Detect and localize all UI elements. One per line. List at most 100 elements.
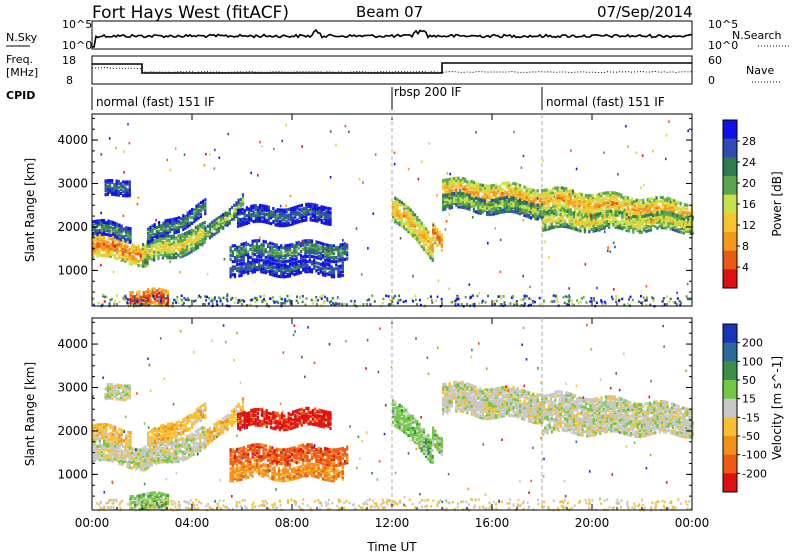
heatmap-cell (142, 260, 145, 264)
heatmap-cell (109, 449, 112, 453)
heatmap-cell (592, 215, 595, 219)
heatmap-cell (326, 253, 329, 257)
heatmap-cell (120, 228, 123, 232)
heatmap-cell (497, 186, 500, 191)
heatmap-cell (110, 230, 113, 234)
heatmap-cell (547, 189, 550, 193)
heatmap-cell (624, 195, 627, 199)
heatmap-cell (411, 234, 414, 238)
heatmap-cell (181, 242, 184, 246)
heatmap-cell (94, 235, 97, 239)
heatmap-cell (622, 198, 625, 202)
heatmap-cell (478, 291, 481, 295)
heatmap-cell (197, 228, 200, 232)
heatmap-cell (96, 252, 99, 256)
heatmap-cell (98, 456, 101, 460)
heatmap-cell (235, 201, 238, 205)
heatmap-cell (464, 187, 467, 191)
heatmap-cell (570, 299, 573, 302)
heatmap-cell (633, 212, 636, 216)
heatmap-cell (603, 151, 605, 154)
heatmap-cell (631, 199, 634, 203)
heatmap-cell (611, 195, 614, 199)
heatmap-cell (619, 224, 622, 228)
heatmap-cell (158, 291, 161, 295)
heatmap-cell (233, 275, 237, 279)
heatmap-cell (536, 209, 539, 213)
heatmap-cell (404, 299, 407, 303)
heatmap-cell (646, 200, 649, 204)
heatmap-cell (591, 197, 594, 202)
heatmap-cell (503, 181, 506, 185)
heatmap-cell (226, 221, 229, 225)
heatmap-cell (247, 271, 250, 275)
heatmap-cell (670, 198, 673, 202)
heatmap-cell (286, 265, 289, 269)
heatmap-cell (494, 193, 497, 197)
heatmap-cell (420, 233, 423, 237)
heatmap-cell (468, 207, 471, 211)
heatmap-cell (486, 194, 489, 198)
heatmap-cell (483, 186, 486, 190)
heatmap-cell (478, 302, 481, 305)
heatmap-cell (133, 259, 136, 263)
heatmap-cell (453, 184, 456, 188)
heatmap-cell (250, 204, 253, 208)
heatmap-cell (343, 244, 347, 248)
heatmap-cell (139, 258, 142, 262)
heatmap-cell (100, 426, 103, 430)
heatmap-cell (545, 190, 548, 194)
heatmap-cell (620, 203, 623, 207)
heatmap-cell (448, 204, 451, 208)
heatmap-cell (619, 210, 622, 215)
heatmap-cell (181, 238, 184, 243)
heatmap-cell (96, 233, 99, 237)
heatmap-cell (228, 221, 231, 225)
heatmap-cell (142, 295, 145, 299)
heatmap-cell (342, 304, 344, 307)
heatmap-cell (271, 265, 274, 269)
heatmap-cell (584, 263, 587, 266)
heatmap-cell (105, 448, 108, 452)
heatmap-cell (318, 214, 321, 218)
heatmap-cell (262, 249, 265, 253)
heatmap-cell (450, 204, 453, 208)
heatmap-cell (571, 189, 574, 193)
heatmap-cell (237, 222, 240, 226)
heatmap-cell (488, 192, 491, 196)
heatmap-cell (647, 225, 650, 229)
heatmap-cell (160, 234, 163, 238)
heatmap-cell (267, 205, 270, 209)
heatmap-cell (269, 270, 272, 274)
heatmap-cell (134, 299, 137, 302)
heatmap-cell (555, 221, 558, 225)
heatmap-cell (416, 235, 419, 239)
heatmap-cell (337, 251, 340, 255)
heatmap-cell (555, 298, 558, 301)
heatmap-cell (237, 218, 240, 222)
heatmap-cell (411, 232, 414, 236)
heatmap-cell (183, 232, 186, 236)
heatmap-cell (109, 458, 112, 462)
nave-tick-0: 0 (708, 74, 715, 87)
heatmap-cell (657, 205, 660, 209)
heatmap-cell (594, 215, 597, 219)
heatmap-cell (552, 188, 555, 193)
heatmap-cell (115, 189, 118, 193)
heatmap-cell (276, 215, 279, 220)
heatmap-cell (103, 246, 106, 250)
date-label: 07/Sep/2014 (597, 3, 693, 21)
heatmap-cell (589, 211, 592, 215)
heatmap-cell (272, 212, 275, 217)
heatmap-cell (260, 258, 263, 262)
heatmap-cell (605, 221, 608, 226)
heatmap-cell (392, 206, 395, 211)
heatmap-cell (256, 209, 259, 213)
heatmap-cell (630, 224, 633, 228)
heatmap-cell (530, 204, 533, 208)
heatmap-cell (442, 200, 445, 204)
heatmap-cell (285, 216, 288, 220)
heatmap-cell (201, 231, 204, 235)
heatmap-cell (316, 207, 319, 211)
heatmap-cell (611, 295, 613, 299)
